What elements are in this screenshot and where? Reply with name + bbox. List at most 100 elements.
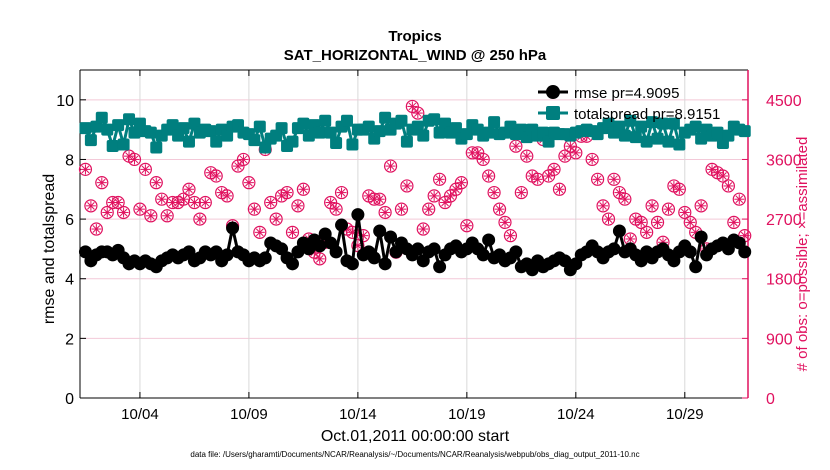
obs-marker [313,252,327,266]
obs-assimilated-star [735,195,744,204]
obs-assimilated-star [626,235,635,243]
totalspread-point [117,138,130,151]
totalspread-point [144,126,157,139]
obs-possible-circle [678,205,692,220]
rmse-point [345,257,359,271]
obs-marker [552,182,567,196]
obs-marker [514,185,528,200]
rmse-point [433,260,447,274]
obs-assimilated-star [130,155,139,164]
obs-marker [209,169,223,183]
obs-assimilated-star [136,205,144,214]
obs-assimilated-star [506,231,515,240]
totalspread-point [112,119,125,132]
obs-assimilated-star [593,175,602,184]
y2-tick-label: 3600 [766,152,802,169]
obs-marker [394,202,409,216]
obs-possible-circle [503,229,518,243]
obs-assimilated-star [408,102,417,111]
obs-assimilated-star [457,178,466,187]
obs-possible-circle [285,225,300,239]
obs-marker [296,182,310,196]
obs-assimilated-star [97,178,106,187]
obs-marker [683,215,697,230]
totalspread-point [646,116,659,129]
totalspread-point [166,119,179,132]
obs-possible-circle [89,222,103,236]
obs-assimilated-star [501,218,509,227]
obs-assimilated-star [315,254,324,263]
obs-marker [618,192,632,206]
totalspread-point [313,126,326,139]
obs-possible-circle [253,225,267,239]
obs-possible-circle [209,169,223,183]
obs-possible-circle [394,202,409,216]
rmse-point [335,218,349,232]
obs-assimilated-star [691,228,700,237]
totalspread-point [400,135,413,148]
totalspread-point [618,129,631,142]
obs-marker [634,215,648,230]
legend-totalspread-label: totalspread pr=8.9151 [574,106,720,123]
obs-possible-circle [144,209,158,223]
rmse-point [482,233,496,247]
obs-assimilated-star [719,172,727,180]
totalspread-point [204,125,217,138]
totalspread-point [417,129,430,142]
obs-marker [454,176,469,190]
obs-possible-circle [683,215,697,230]
obs-marker [133,202,147,216]
obs-marker [569,146,583,160]
obs-marker [498,215,512,230]
rmse-point [411,242,425,256]
rmse-point [384,230,398,244]
legend-rmse-marker [546,85,560,99]
obs-possible-circle [116,205,131,220]
obs-possible-circle [313,252,327,266]
obs-assimilated-star [185,185,193,194]
obs-marker [247,202,261,216]
obs-marker [116,205,131,220]
obs-assimilated-star [190,198,199,207]
y2-tick-label: 1800 [766,272,802,289]
obs-possible-circle [193,212,207,226]
obs-marker [127,152,142,167]
totalspread-point [210,135,223,148]
obs-assimilated-star [266,198,275,207]
obs-marker [187,195,202,210]
obs-possible-circle [482,169,496,183]
obs-marker [482,169,496,183]
obs-marker [253,225,267,239]
obs-marker [182,182,196,196]
totalspread-point [182,135,195,148]
rmse-point [683,245,697,259]
obs-marker [596,199,610,213]
totalspread-point [657,117,670,130]
obs-possible-circle [547,162,561,176]
obs-possible-circle [498,215,512,230]
obs-assimilated-star [299,185,308,194]
chart-title: Tropics [388,28,442,45]
obs-possible-circle [95,176,109,190]
obs-possible-circle [492,202,507,216]
obs-assimilated-star [157,195,166,204]
chart-subtitle: SAT_HORIZONTAL_WIND @ 250 hPa [283,47,547,64]
obs-possible-circle [236,152,251,167]
obs-marker [383,159,398,173]
obs-marker [503,229,518,243]
obs-possible-circle [84,199,98,213]
y2-axis-label: # of obs: o=possible; ×=assimilated [794,137,811,372]
obs-marker [89,222,103,236]
obs-assimilated-star [446,192,455,200]
totalspread-point [640,135,653,148]
obs-possible-circle [127,152,142,167]
obs-marker [155,192,169,206]
obs-possible-circle [476,152,490,167]
obs-marker [520,149,534,163]
totalspread-point [297,117,310,130]
totalspread-point [395,114,408,127]
obs-possible-circle [509,139,523,153]
obs-marker [334,185,349,200]
totalspread-point [275,122,288,135]
obs-marker [149,176,163,190]
